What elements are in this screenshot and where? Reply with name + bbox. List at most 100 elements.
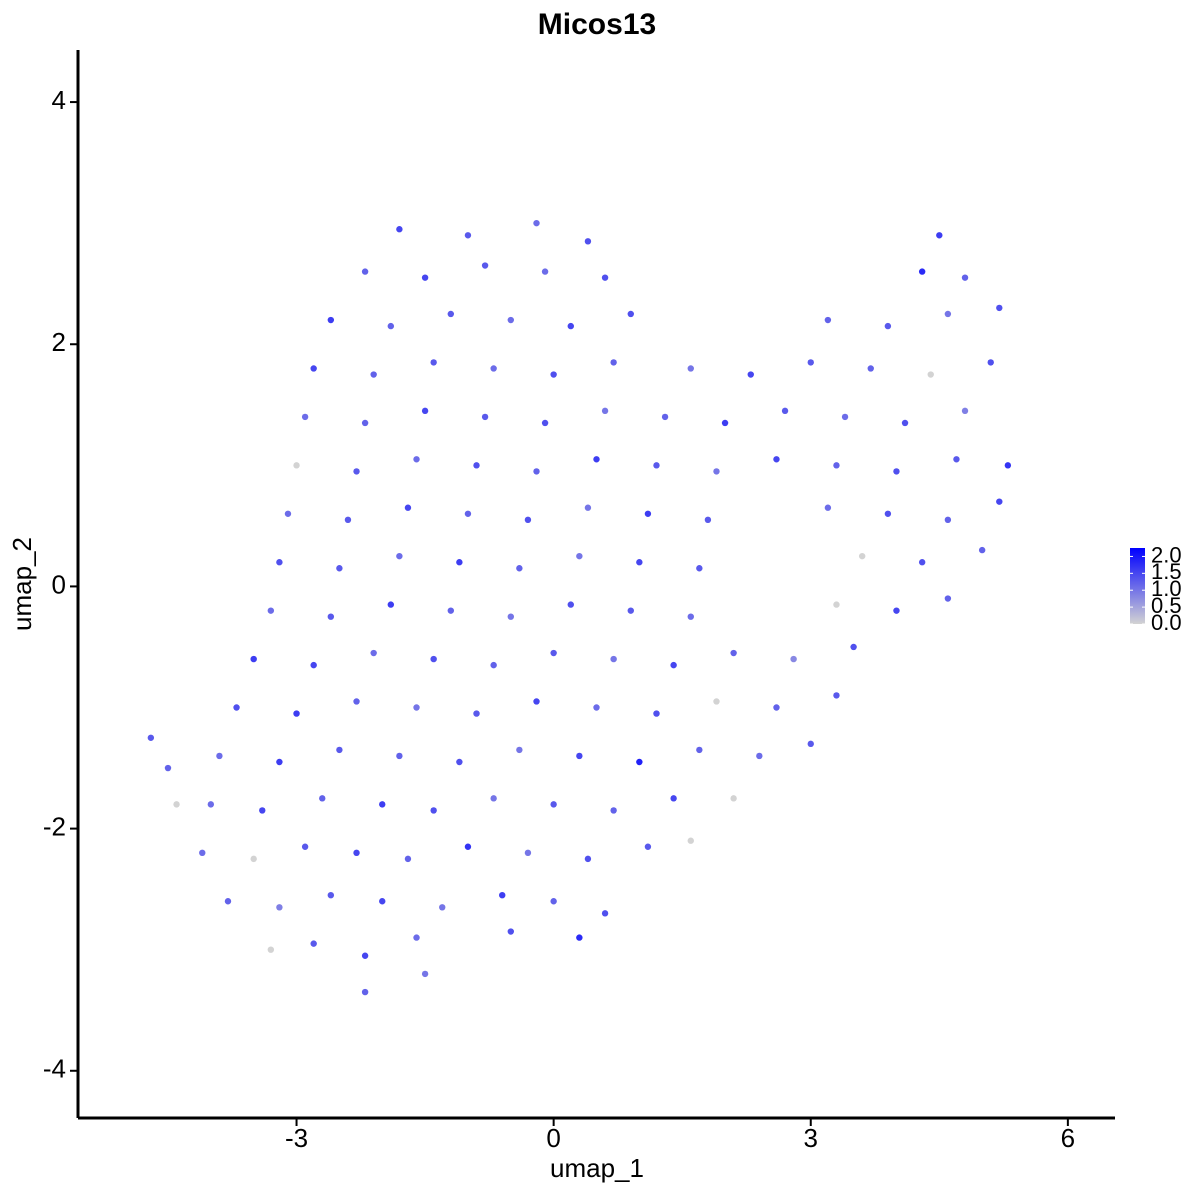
point	[293, 462, 300, 469]
point	[593, 704, 600, 711]
point	[396, 226, 403, 233]
x-axis-label: umap_1	[550, 1153, 644, 1183]
point	[413, 456, 420, 463]
point	[293, 710, 300, 717]
point	[361, 988, 369, 996]
colorbar-label: 0.5	[1151, 593, 1182, 618]
point	[361, 268, 369, 275]
point	[704, 516, 712, 524]
point	[550, 649, 557, 657]
point	[430, 655, 437, 663]
point	[396, 752, 403, 760]
point	[370, 371, 377, 378]
point	[773, 704, 780, 711]
point	[884, 322, 892, 330]
point	[387, 322, 395, 330]
point	[361, 419, 369, 427]
point	[379, 801, 386, 808]
point	[610, 359, 617, 366]
point	[833, 462, 840, 469]
point	[490, 795, 497, 802]
point	[490, 365, 497, 372]
point	[696, 565, 703, 572]
point	[730, 649, 737, 657]
point	[464, 510, 472, 517]
point	[456, 559, 463, 566]
point	[199, 849, 206, 857]
point	[456, 758, 463, 766]
point	[310, 365, 317, 372]
point	[413, 704, 420, 711]
x-tick-label: 6	[1061, 1123, 1075, 1153]
point	[447, 607, 455, 614]
point	[567, 322, 574, 330]
point	[267, 607, 275, 614]
point	[327, 613, 335, 620]
point	[636, 559, 643, 566]
y-tick-label: 2	[52, 327, 66, 357]
point	[310, 940, 317, 947]
point	[507, 316, 514, 324]
point	[421, 970, 429, 978]
point	[584, 855, 592, 863]
point	[361, 952, 369, 959]
point	[353, 698, 360, 705]
point	[259, 807, 266, 814]
point	[687, 365, 694, 372]
point	[421, 407, 429, 415]
point	[644, 510, 652, 517]
point	[567, 601, 574, 608]
point	[276, 758, 283, 766]
point	[670, 661, 677, 669]
point	[627, 607, 634, 614]
point	[524, 849, 532, 857]
point	[610, 807, 617, 814]
point	[807, 740, 814, 748]
point	[747, 371, 754, 378]
point	[996, 498, 1003, 505]
point	[687, 837, 694, 844]
point	[584, 238, 592, 245]
point	[576, 552, 583, 560]
point	[524, 516, 532, 524]
point	[216, 752, 223, 760]
point	[944, 310, 952, 318]
point	[961, 407, 969, 415]
point	[430, 359, 437, 366]
point	[953, 456, 960, 463]
point	[978, 546, 986, 554]
point	[576, 752, 583, 760]
point	[541, 419, 549, 427]
point	[550, 801, 557, 808]
point	[1004, 462, 1012, 469]
point	[867, 365, 874, 372]
point	[327, 891, 335, 899]
y-tick-label: -4	[43, 1054, 66, 1084]
point	[533, 698, 540, 705]
point	[824, 316, 832, 324]
point	[421, 274, 429, 281]
point	[353, 849, 360, 857]
point	[653, 710, 660, 717]
point	[576, 934, 583, 941]
point	[319, 795, 326, 802]
point	[499, 891, 506, 899]
y-tick-label: 4	[52, 85, 66, 115]
point	[901, 419, 909, 427]
point	[696, 746, 703, 754]
x-tick-label: 0	[546, 1123, 560, 1153]
point	[833, 692, 840, 699]
point	[224, 898, 232, 905]
x-tick-label: -3	[285, 1123, 308, 1153]
point	[936, 232, 943, 239]
point	[713, 468, 720, 475]
point	[301, 413, 309, 421]
point	[670, 795, 677, 802]
point	[884, 510, 892, 517]
point	[507, 613, 514, 620]
point	[833, 601, 840, 608]
point	[336, 565, 343, 572]
point	[893, 607, 900, 614]
point	[439, 904, 446, 911]
